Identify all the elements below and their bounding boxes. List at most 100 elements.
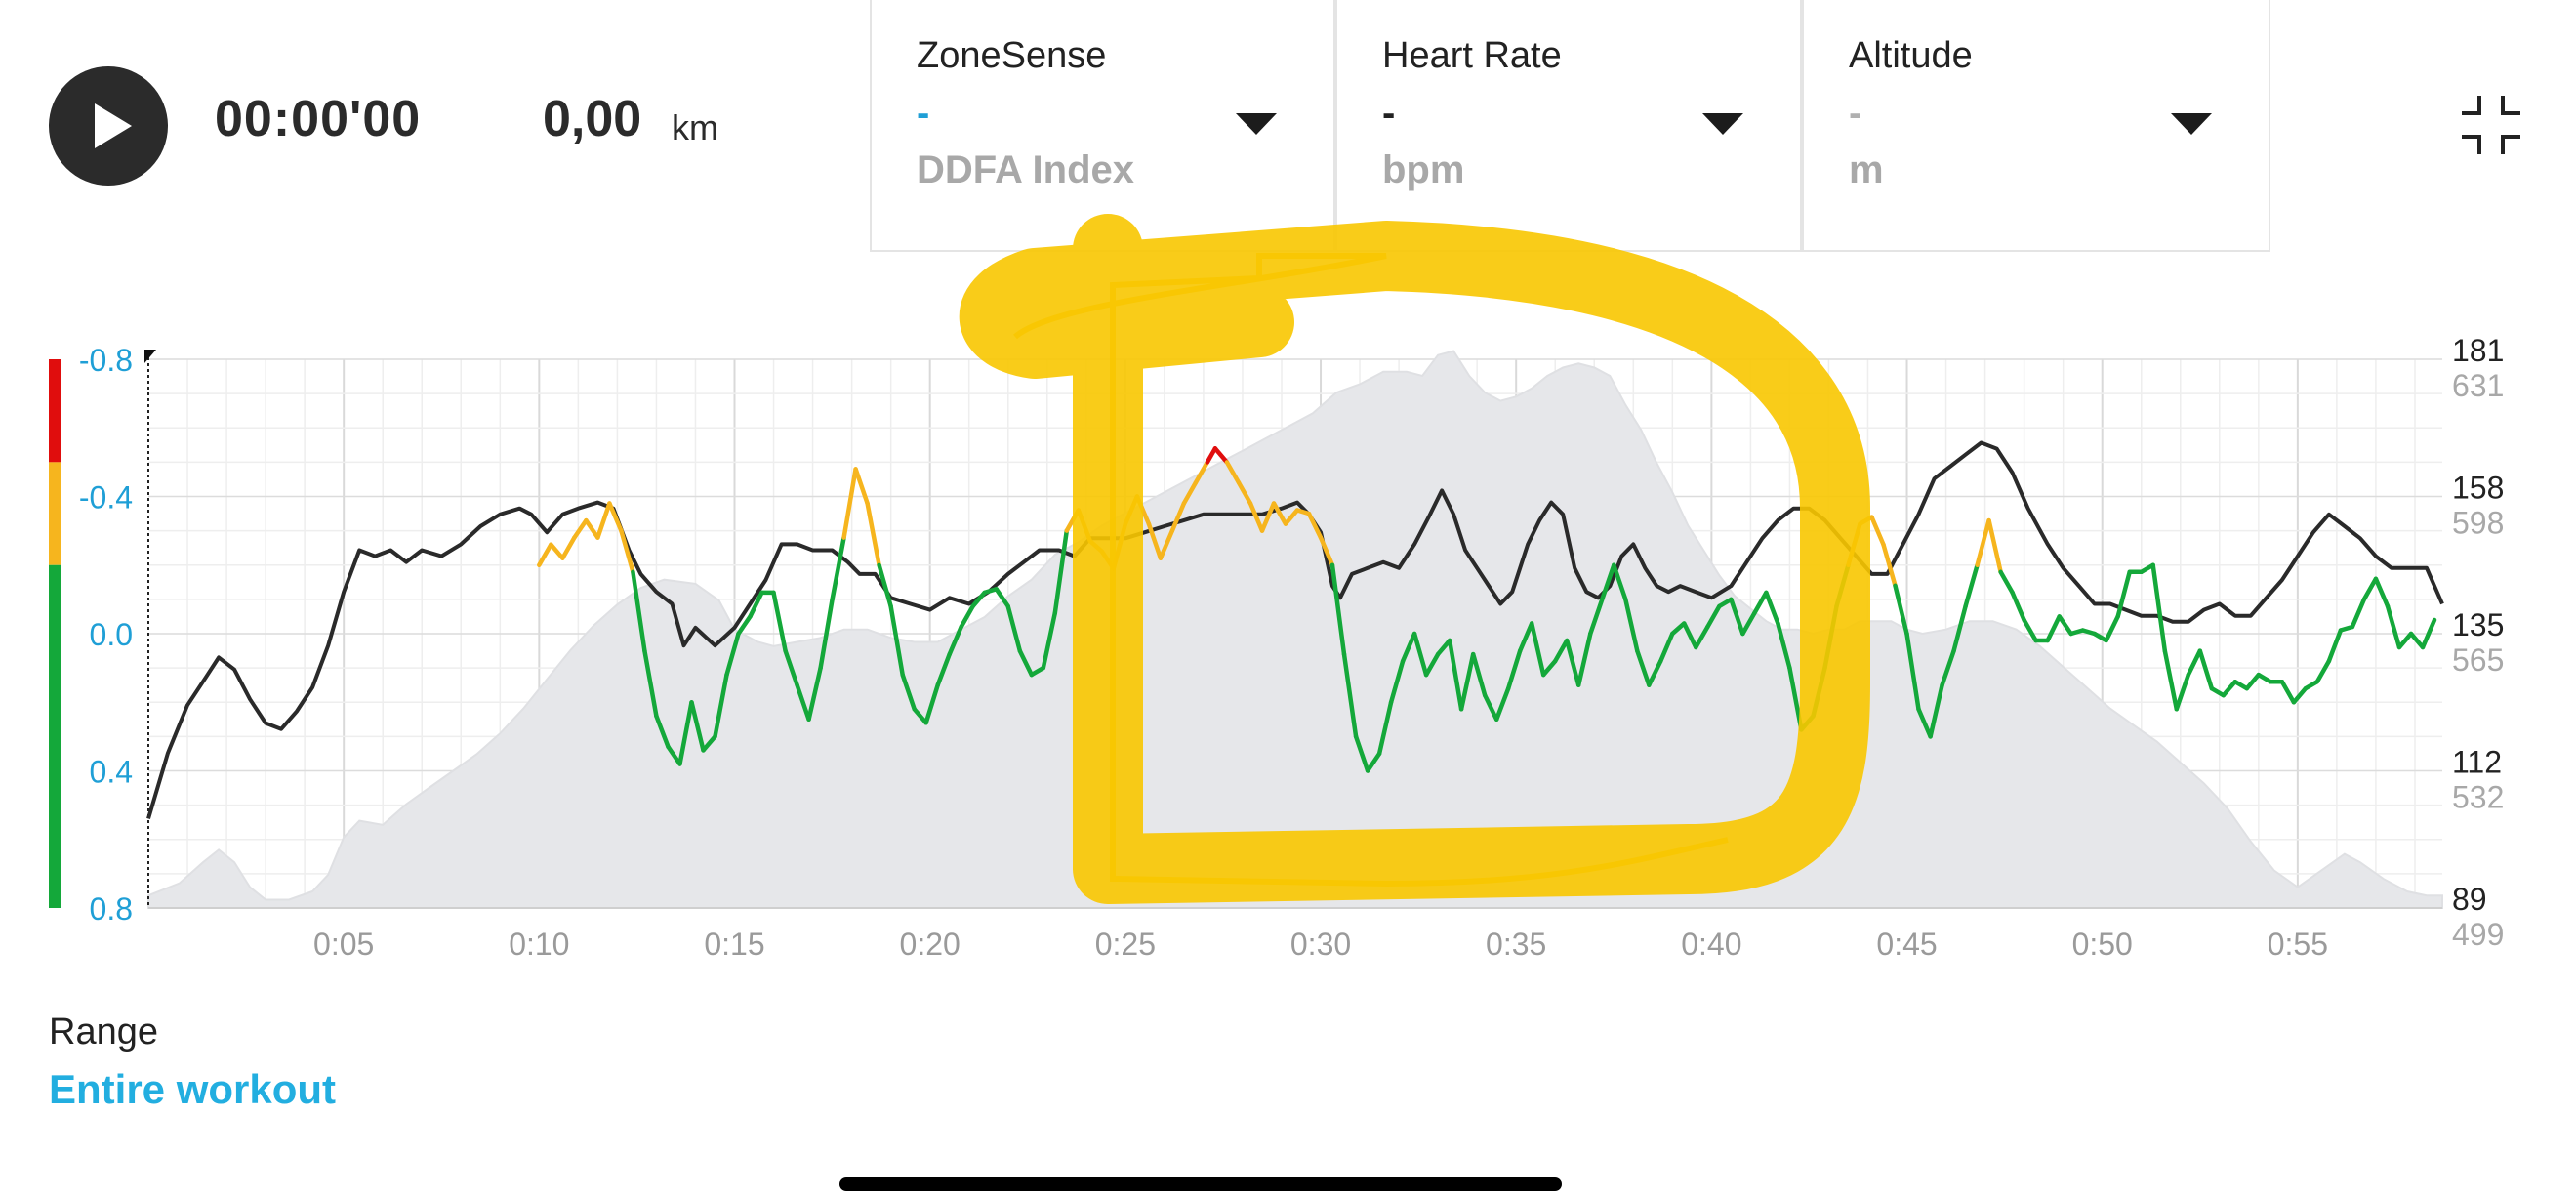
x-tick-label: 0:35 — [1486, 927, 1546, 962]
altitude-tick-label: 598 — [2452, 506, 2504, 541]
ddfa-segment — [549, 542, 565, 560]
metric-card-unit: bpm — [1382, 148, 1465, 191]
ddfa-segment — [2256, 672, 2273, 684]
ddfa-segment — [841, 467, 858, 540]
ddfa-tick-label: 0.4 — [90, 755, 133, 790]
ddfa-segment — [584, 517, 600, 540]
altitude-tick-label: 532 — [2452, 780, 2504, 815]
heart-rate-tick-label: 158 — [2452, 471, 2504, 506]
ddfa-segment — [923, 682, 940, 725]
ddfa-segment — [736, 614, 753, 637]
ddfa-segment — [1881, 542, 1898, 589]
metric-card-title: Heart Rate — [1382, 35, 1562, 76]
ddfa-segment — [2115, 569, 2132, 619]
collapse-icon[interactable] — [2460, 94, 2522, 156]
distance-unit: km — [672, 107, 718, 147]
play-button[interactable] — [49, 66, 168, 186]
metric-card-value: - — [1382, 92, 1396, 135]
chevron-down-icon[interactable] — [2171, 113, 2212, 135]
x-tick-label: 0:50 — [2072, 927, 2133, 962]
ddfa-segment — [853, 467, 870, 506]
x-tick-label: 0:25 — [1095, 927, 1156, 962]
ddfa-segment — [1064, 508, 1082, 533]
ddfa-segment — [2045, 614, 2062, 643]
ddfa-segment — [818, 597, 835, 671]
x-tick-label: 0:45 — [1876, 927, 1937, 962]
ddfa-segment — [1893, 583, 1909, 637]
x-tick-label: 0:40 — [1681, 927, 1741, 962]
ddfa-segment — [2197, 648, 2215, 691]
ddfa-segment — [830, 535, 846, 602]
ddfa-segment — [1764, 590, 1780, 626]
chevron-down-icon[interactable] — [1702, 113, 1743, 135]
ddfa-segment — [771, 590, 788, 653]
metric-card-zonesense[interactable]: ZoneSense - DDFA Index — [870, 0, 1335, 252]
x-tick-label: 0:15 — [704, 927, 764, 962]
metric-card-value: - — [917, 92, 930, 135]
ddfa-tick-label: -0.4 — [79, 480, 133, 516]
heart-rate-tick-label: 181 — [2452, 333, 2504, 368]
altitude-area-fill — [147, 350, 2443, 909]
altitude-tick-label: 565 — [2452, 642, 2504, 678]
x-tick-label: 0:20 — [900, 927, 961, 962]
ddfa-segment — [1940, 648, 1956, 687]
ddfa-segment — [713, 672, 729, 739]
ddfa-tick-label: 0.0 — [90, 617, 133, 652]
metric-card-title: Altitude — [1849, 35, 1973, 76]
zone-bar-segment — [49, 564, 61, 908]
workout-chart[interactable]: 0:05 0:10 0:15 0:20 0:25 0:30 0:35 0:40 0:45 0:50… — [0, 322, 2576, 986]
ddfa-segment — [619, 528, 635, 575]
ddfa-segment — [2092, 631, 2108, 643]
ddfa-segment — [935, 651, 952, 687]
metric-card-altitude[interactable]: Altitude - m — [1802, 0, 2270, 252]
ddfa-segment — [1212, 446, 1230, 465]
ddfa-segment — [642, 648, 659, 719]
ddfa-segment — [631, 569, 647, 653]
home-indicator — [839, 1177, 1562, 1191]
ddfa-segment — [806, 665, 823, 723]
ddfa-segment — [1904, 631, 1921, 712]
ddfa-segment — [701, 734, 717, 753]
ddfa-tick-label: 0.8 — [90, 891, 133, 927]
ddfa-segment — [595, 501, 612, 540]
ddfa-segment — [677, 700, 694, 766]
ddfa-segment — [783, 648, 799, 687]
ddfa-segment — [2291, 685, 2309, 705]
metric-card-value: - — [1849, 92, 1862, 135]
ddfa-segment — [2361, 576, 2379, 602]
chart-tick-labels: 0:05 0:10 0:15 0:20 0:25 0:30 0:35 0:40 0:45 0:50… — [79, 333, 2505, 962]
ddfa-segment — [666, 744, 682, 766]
ddfa-segment — [1916, 707, 1933, 739]
ddfa-segment — [607, 501, 624, 533]
zone-bar-segment — [49, 462, 61, 565]
metric-card-heart-rate[interactable]: Heart Rate - bpm — [1335, 0, 1802, 252]
ddfa-segment — [912, 707, 928, 725]
ddfa-segment — [2408, 631, 2426, 650]
metric-card-unit: DDFA Index — [917, 148, 1134, 191]
ddfa-segment — [865, 501, 881, 568]
ddfa-segment — [2232, 679, 2250, 691]
ddfa-segment — [947, 624, 963, 657]
x-tick-label: 0:55 — [2268, 927, 2328, 962]
ddfa-segment — [1928, 682, 1944, 739]
ddfa-segment — [1963, 562, 1980, 609]
ddfa-segment — [560, 535, 577, 560]
ddfa-segment — [2326, 628, 2344, 664]
ddfa-segment — [2186, 648, 2203, 678]
x-tick-label: 0:10 — [509, 927, 569, 962]
ddfa-segment — [2022, 617, 2038, 643]
chevron-down-icon[interactable] — [1236, 113, 1277, 135]
ddfa-segment — [900, 672, 917, 712]
ddfa-segment — [2396, 631, 2414, 650]
ddfa-segment — [2150, 562, 2168, 653]
ddfa-segment — [2350, 597, 2367, 630]
heart-rate-tick-label: 112 — [2452, 745, 2502, 780]
range-selector[interactable]: Entire workout — [49, 1066, 337, 1112]
ddfa-segment — [1951, 603, 1968, 653]
ddfa-segment — [537, 542, 553, 568]
ddfa-segment — [654, 714, 671, 750]
ddfa-segment — [572, 517, 589, 540]
heart-rate-tick-label: 135 — [2452, 607, 2504, 642]
ddfa-segment — [2314, 658, 2332, 684]
ddfa-segment — [877, 562, 893, 609]
